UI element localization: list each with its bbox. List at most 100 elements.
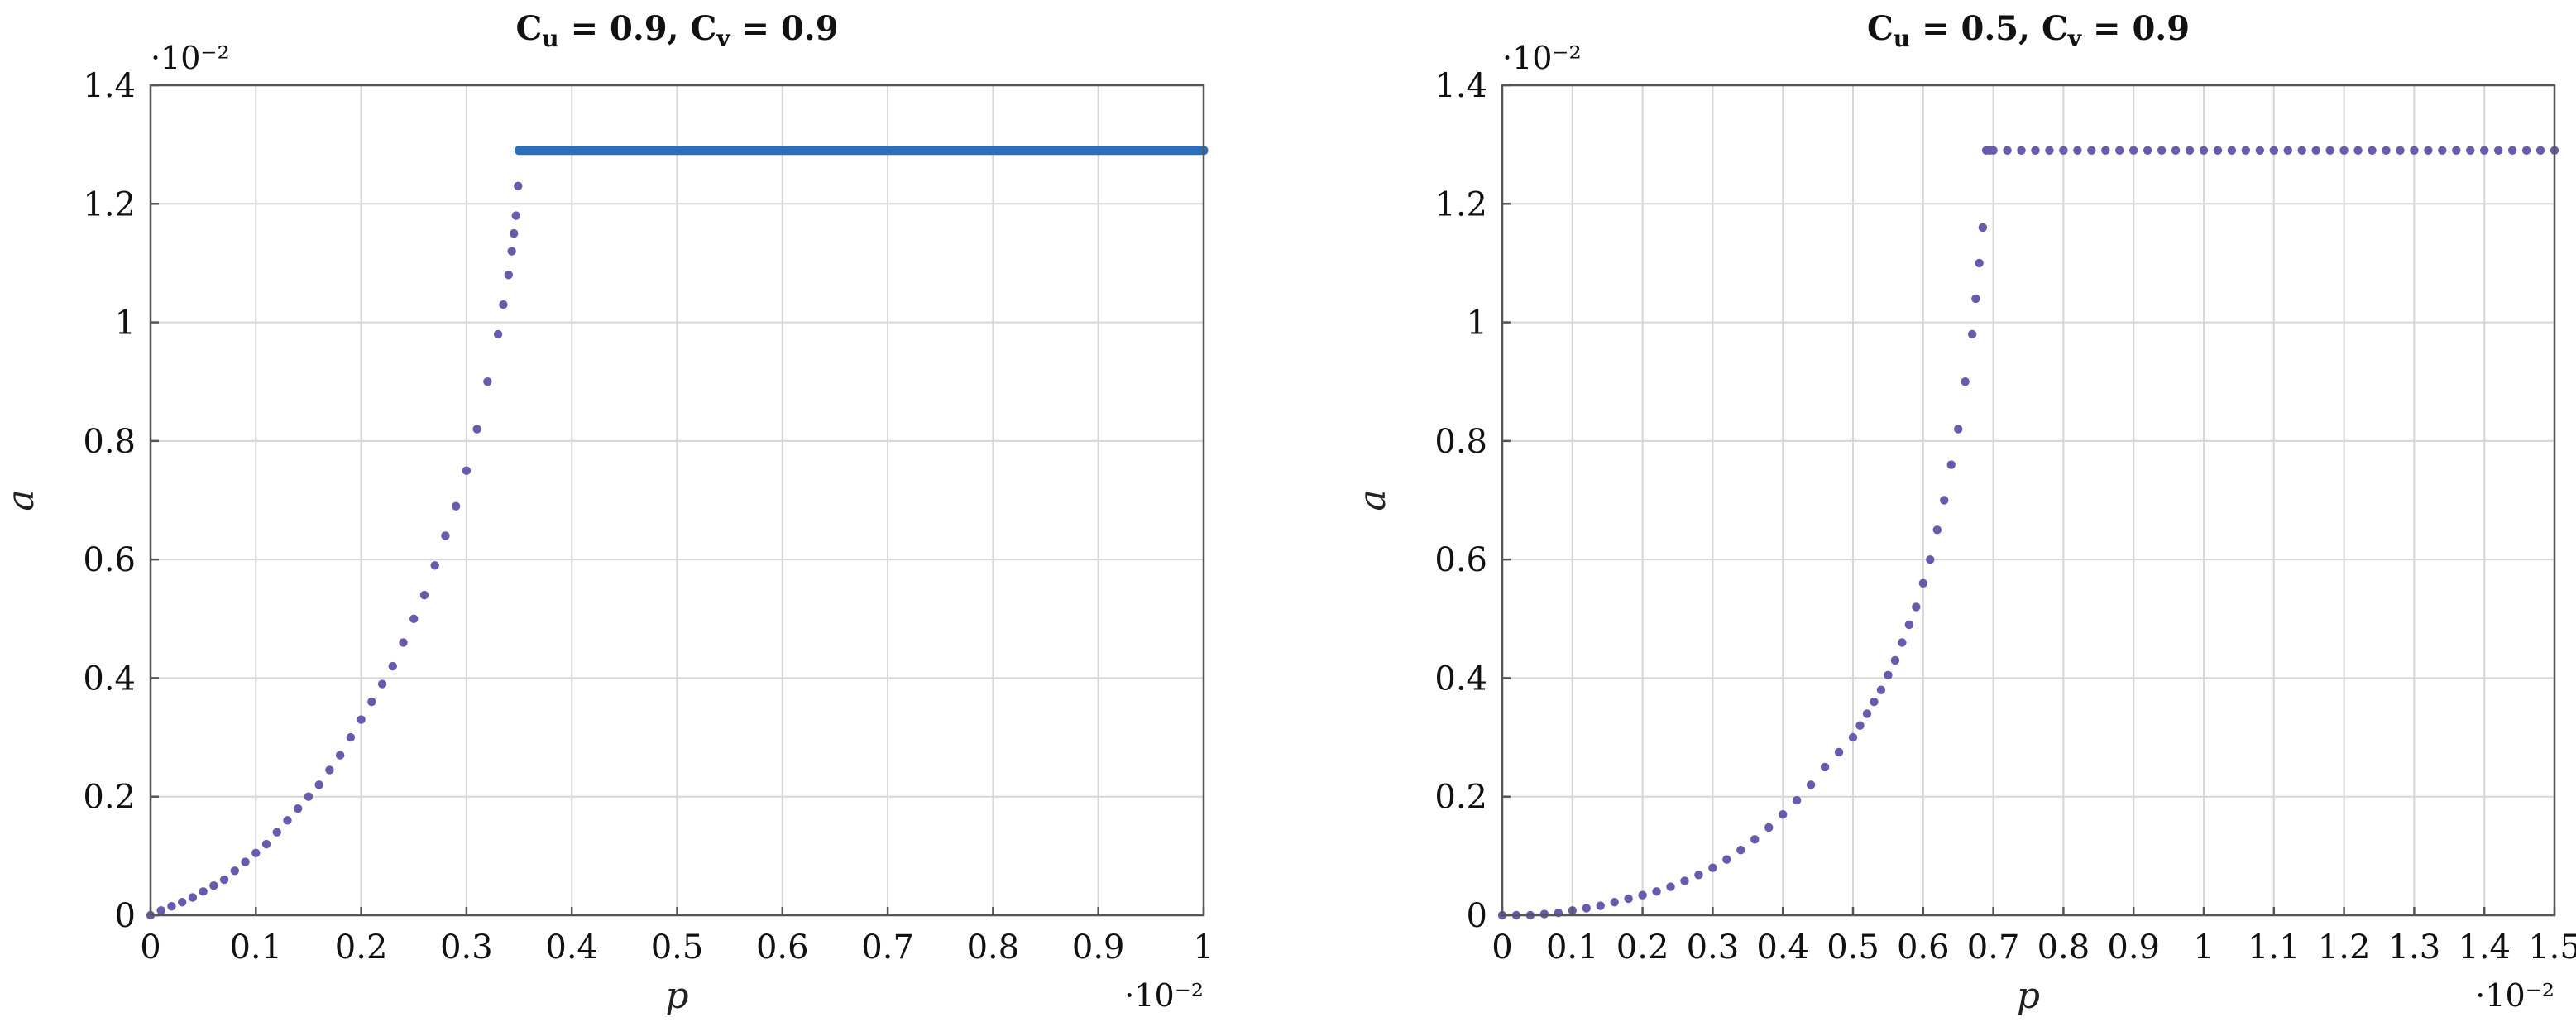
marks-right	[1497, 146, 2559, 920]
data-point	[2493, 146, 2503, 156]
data-point	[1967, 329, 1977, 339]
data-point	[335, 751, 345, 760]
data-point	[2452, 146, 2461, 156]
data-point	[2382, 146, 2391, 156]
data-point	[441, 531, 450, 540]
y-tick-label: 0.6	[1434, 541, 1487, 579]
y-tick-label: 1.2	[83, 185, 136, 223]
x-tick-label: 0.1	[1546, 928, 1599, 967]
grid-left	[150, 84, 1204, 916]
data-point	[2339, 146, 2349, 156]
y-tick-labels-right: 0 0.2 0.4 0.6 0.8 1 1.2 1.4	[1434, 67, 1487, 935]
data-point	[2521, 146, 2531, 156]
data-point	[1876, 685, 1886, 694]
data-point	[156, 906, 165, 915]
data-point	[1862, 709, 1872, 718]
chart-title-right: Cu = 0.5, Cv = 0.9	[1867, 9, 2190, 52]
x-tick-label: 0.5	[1827, 928, 1879, 967]
data-point	[177, 898, 187, 907]
data-point	[2241, 146, 2251, 156]
data-point	[1904, 620, 1914, 630]
axes-right	[1501, 84, 2556, 917]
y-axis-label-right: a	[1352, 489, 1394, 511]
y-tick-label: 0.4	[1434, 660, 1487, 698]
data-point	[2410, 146, 2419, 156]
y-tick-label: 1.4	[1434, 67, 1487, 105]
data-point	[199, 887, 208, 896]
data-point	[209, 880, 218, 890]
data-point	[367, 697, 376, 707]
x-tick-labels-right: 0 0.1 0.2 0.3 0.4 0.5 0.6 0.7 0.8 0.9 1 1.1 1.2 1.3 1.…	[1491, 928, 2576, 967]
data-point	[462, 466, 472, 475]
x-tick-label: 0.9	[1072, 928, 1125, 967]
y-tick-label: 0.2	[1434, 779, 1487, 817]
data-point	[251, 848, 261, 857]
data-point	[261, 839, 271, 849]
data-point	[1884, 670, 1893, 680]
data-point	[2129, 146, 2138, 156]
data-point	[219, 875, 229, 885]
data-point	[1975, 258, 1984, 268]
data-point	[2507, 146, 2517, 156]
data-point	[377, 679, 387, 689]
data-point	[1918, 578, 1927, 588]
data-point	[1694, 871, 1703, 880]
data-point	[1708, 863, 1717, 872]
data-point	[1870, 697, 1879, 707]
x-tick-label: 0.6	[756, 928, 809, 967]
data-point	[241, 857, 250, 866]
chart-title-left: Cu = 0.9, Cv = 0.9	[515, 9, 838, 52]
x-axis-label-left: p	[665, 975, 688, 1017]
data-point	[2045, 146, 2054, 156]
data-point	[2255, 146, 2265, 156]
data-point	[2059, 146, 2068, 156]
data-point	[1638, 890, 1647, 900]
x-tick-label: 0.7	[861, 928, 914, 967]
data-point	[2396, 146, 2405, 156]
grid-right	[1501, 84, 2555, 916]
data-point	[1912, 602, 1921, 612]
data-point	[2227, 146, 2237, 156]
data-point	[2087, 146, 2096, 156]
x-multiplier-left: ·10⁻²	[1124, 977, 1204, 1014]
data-point	[2031, 146, 2040, 156]
data-point	[1940, 496, 1949, 505]
data-point	[507, 247, 516, 256]
data-point	[314, 780, 323, 789]
data-point	[1898, 638, 1907, 647]
data-point	[2073, 146, 2082, 156]
x-axis-label-right: p	[2017, 975, 2040, 1017]
data-point	[2311, 146, 2320, 156]
data-point	[1989, 146, 1998, 156]
data-point	[1764, 823, 1774, 832]
y-tick-label: 0	[115, 897, 136, 935]
data-point	[483, 377, 492, 386]
y-multiplier-right: ·10⁻²	[1502, 40, 1582, 76]
data-point	[1680, 876, 1689, 885]
x-multiplier-right: ·10⁻²	[2475, 977, 2554, 1014]
data-point	[1890, 655, 1900, 665]
data-point	[1722, 855, 1731, 864]
data-point	[2115, 146, 2124, 156]
data-point	[1926, 554, 1935, 564]
data-point	[1820, 762, 1830, 772]
y-tick-label: 1	[1467, 305, 1487, 343]
data-point	[472, 425, 481, 434]
data-point	[2213, 146, 2223, 156]
x-tick-label: 1.5	[2528, 928, 2576, 967]
data-point	[1834, 747, 1844, 757]
data-point	[388, 661, 397, 671]
data-point	[1855, 721, 1865, 730]
data-point	[499, 300, 508, 309]
data-point	[2480, 146, 2489, 156]
data-point	[2003, 146, 2012, 156]
x-tick-label: 0.7	[1967, 928, 2020, 967]
y-tick-label: 0.6	[83, 541, 136, 579]
data-point	[325, 765, 334, 775]
data-point	[272, 828, 281, 837]
x-tick-label: 1.2	[2318, 928, 2371, 967]
data-point	[1750, 835, 1760, 844]
data-point	[2424, 146, 2433, 156]
data-point	[1932, 525, 1942, 535]
axes-left	[149, 84, 1205, 917]
